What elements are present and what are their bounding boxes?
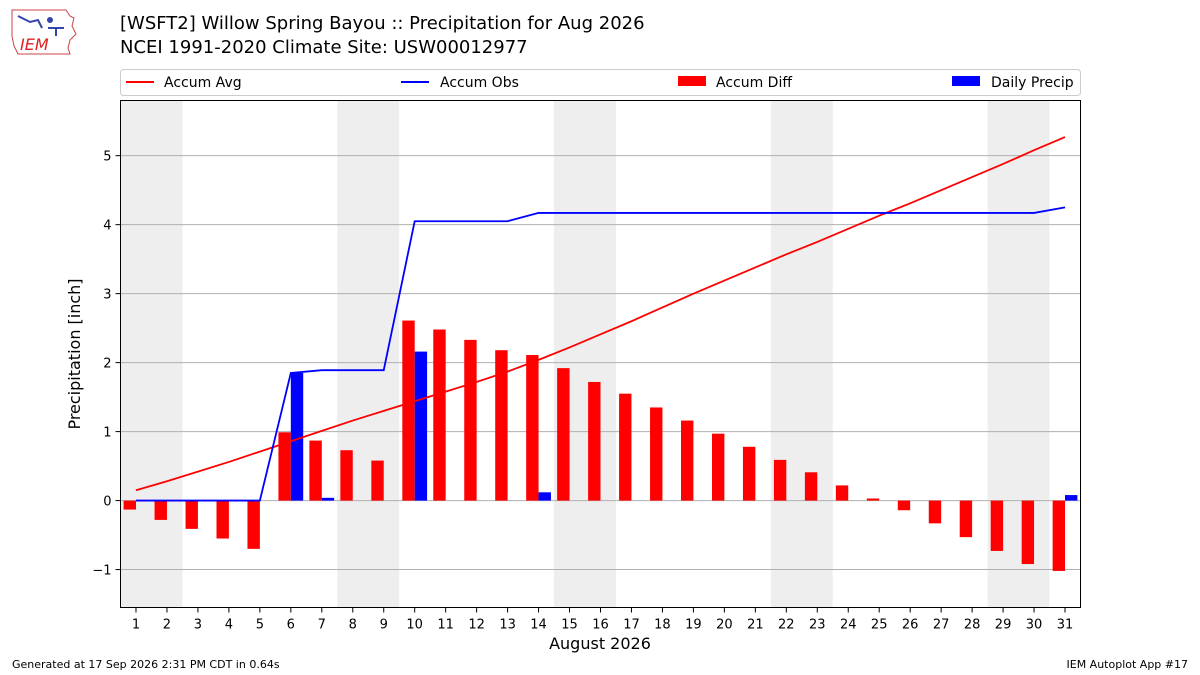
legend: Accum Avg Accum Obs Accum Diff Daily Pre… [120, 69, 1081, 96]
legend-label-accum-avg: Accum Avg [164, 75, 242, 91]
weekend-shading [120, 100, 183, 608]
x-tick-label: 26 [902, 618, 919, 633]
bar-accum-diff [1052, 500, 1066, 571]
x-tick-label: 9 [380, 618, 388, 633]
bar-accum-diff [897, 500, 911, 511]
legend-frame [120, 69, 1081, 96]
legend-swatch-accum-diff [678, 76, 706, 86]
chart-subtitle: NCEI 1991-2020 Climate Site: USW00012977 [120, 37, 528, 58]
x-tick-label: 15 [561, 618, 578, 633]
x-tick-label: 31 [1057, 618, 1074, 633]
bar-accum-diff [711, 433, 725, 501]
bar-accum-diff [526, 355, 539, 501]
bar-accum-diff [154, 500, 167, 520]
x-tick-label: 12 [468, 618, 485, 633]
x-tick-label: 21 [747, 618, 764, 633]
weekend-shading [337, 100, 400, 608]
y-tick-label: 1 [103, 426, 111, 441]
bar-daily-precip [321, 497, 335, 501]
bar-daily-precip [1065, 495, 1078, 501]
bar-accum-diff [928, 500, 942, 524]
y-tick-label: 2 [103, 357, 111, 372]
bar-accum-diff [216, 500, 229, 539]
bar-accum-diff [619, 393, 632, 501]
bar-accum-diff [247, 500, 260, 549]
y-tick-label: 3 [103, 288, 111, 303]
bar-accum-diff [495, 350, 508, 501]
legend-label-accum-diff: Accum Diff [716, 75, 792, 91]
bar-accum-diff [557, 368, 570, 501]
x-tick-label: 24 [840, 618, 857, 633]
weekend-shading [554, 100, 616, 608]
legend-label-daily-precip: Daily Precip [991, 75, 1074, 91]
bar-accum-diff [402, 320, 415, 501]
x-tick-label: 20 [716, 618, 733, 633]
y-tick-label: 0 [103, 495, 111, 510]
bar-accum-diff [185, 500, 198, 529]
bar-accum-diff [866, 498, 880, 501]
x-tick-label: 18 [654, 618, 671, 633]
line-accum-avg [135, 136, 1066, 492]
x-tick-label: 4 [225, 618, 233, 633]
x-tick-label: 27 [933, 618, 950, 633]
bar-daily-precip [414, 351, 428, 501]
bar-accum-diff [835, 485, 849, 501]
bar-accum-diff [681, 420, 694, 501]
legend-label-accum-obs: Accum Obs [440, 75, 519, 91]
bar-accum-diff [464, 339, 477, 501]
x-tick-label: 1 [132, 618, 140, 633]
bar-accum-diff [990, 500, 1004, 551]
line-accum-obs [135, 206, 1066, 502]
bar-accum-diff [742, 446, 756, 501]
x-tick-label: 22 [778, 618, 795, 633]
y-tick-label: 4 [103, 219, 111, 234]
y-tick-label: −1 [92, 564, 111, 579]
y-axis-label: Precipitation [inch] [65, 278, 84, 429]
bar-accum-diff [804, 472, 818, 501]
bar-accum-diff [650, 407, 663, 501]
bar-daily-precip [290, 372, 304, 501]
iem-logo: IEM [11, 9, 77, 55]
x-tick-label: 5 [256, 618, 264, 633]
bar-accum-diff [309, 440, 322, 501]
x-tick-label: 25 [871, 618, 888, 633]
bar-accum-diff [123, 500, 136, 510]
weekend-shading [770, 100, 833, 608]
bar-accum-diff [433, 329, 446, 501]
x-tick-label: 23 [809, 618, 826, 633]
x-tick-label: 16 [592, 618, 609, 633]
bar-daily-precip [538, 492, 551, 501]
y-tick-label: 5 [103, 150, 111, 165]
x-tick-label: 28 [964, 618, 981, 633]
x-tick-label: 29 [995, 618, 1012, 633]
x-tick-label: 30 [1026, 618, 1043, 633]
x-axis-label: August 2026 [549, 634, 651, 653]
generated-timestamp: Generated at 17 Sep 2026 2:31 PM CDT in … [12, 658, 280, 671]
x-tick-label: 3 [194, 618, 202, 633]
bar-accum-diff [588, 381, 601, 501]
x-tick-label: 7 [318, 618, 326, 633]
x-tick-label: 6 [287, 618, 295, 633]
chart-title: [WSFT2] Willow Spring Bayou :: Precipita… [120, 13, 645, 34]
legend-swatch-daily-precip [952, 76, 980, 86]
x-tick-label: 19 [685, 618, 702, 633]
x-tick-label: 17 [623, 618, 640, 633]
x-tick-label: 8 [349, 618, 357, 633]
x-tick-label: 10 [406, 618, 423, 633]
app-id: IEM Autoplot App #17 [1066, 658, 1189, 671]
x-tick-label: 2 [163, 618, 171, 633]
bar-accum-diff [340, 450, 353, 501]
x-tick-label: 11 [437, 618, 454, 633]
bar-accum-diff [371, 460, 384, 501]
bar-accum-diff [773, 459, 787, 501]
bar-accum-diff [278, 432, 291, 501]
svg-text:IEM: IEM [20, 35, 49, 54]
bar-accum-diff [1021, 500, 1035, 565]
x-tick-label: 13 [499, 618, 516, 633]
bar-accum-diff [959, 500, 973, 538]
x-tick-label: 14 [530, 618, 547, 633]
